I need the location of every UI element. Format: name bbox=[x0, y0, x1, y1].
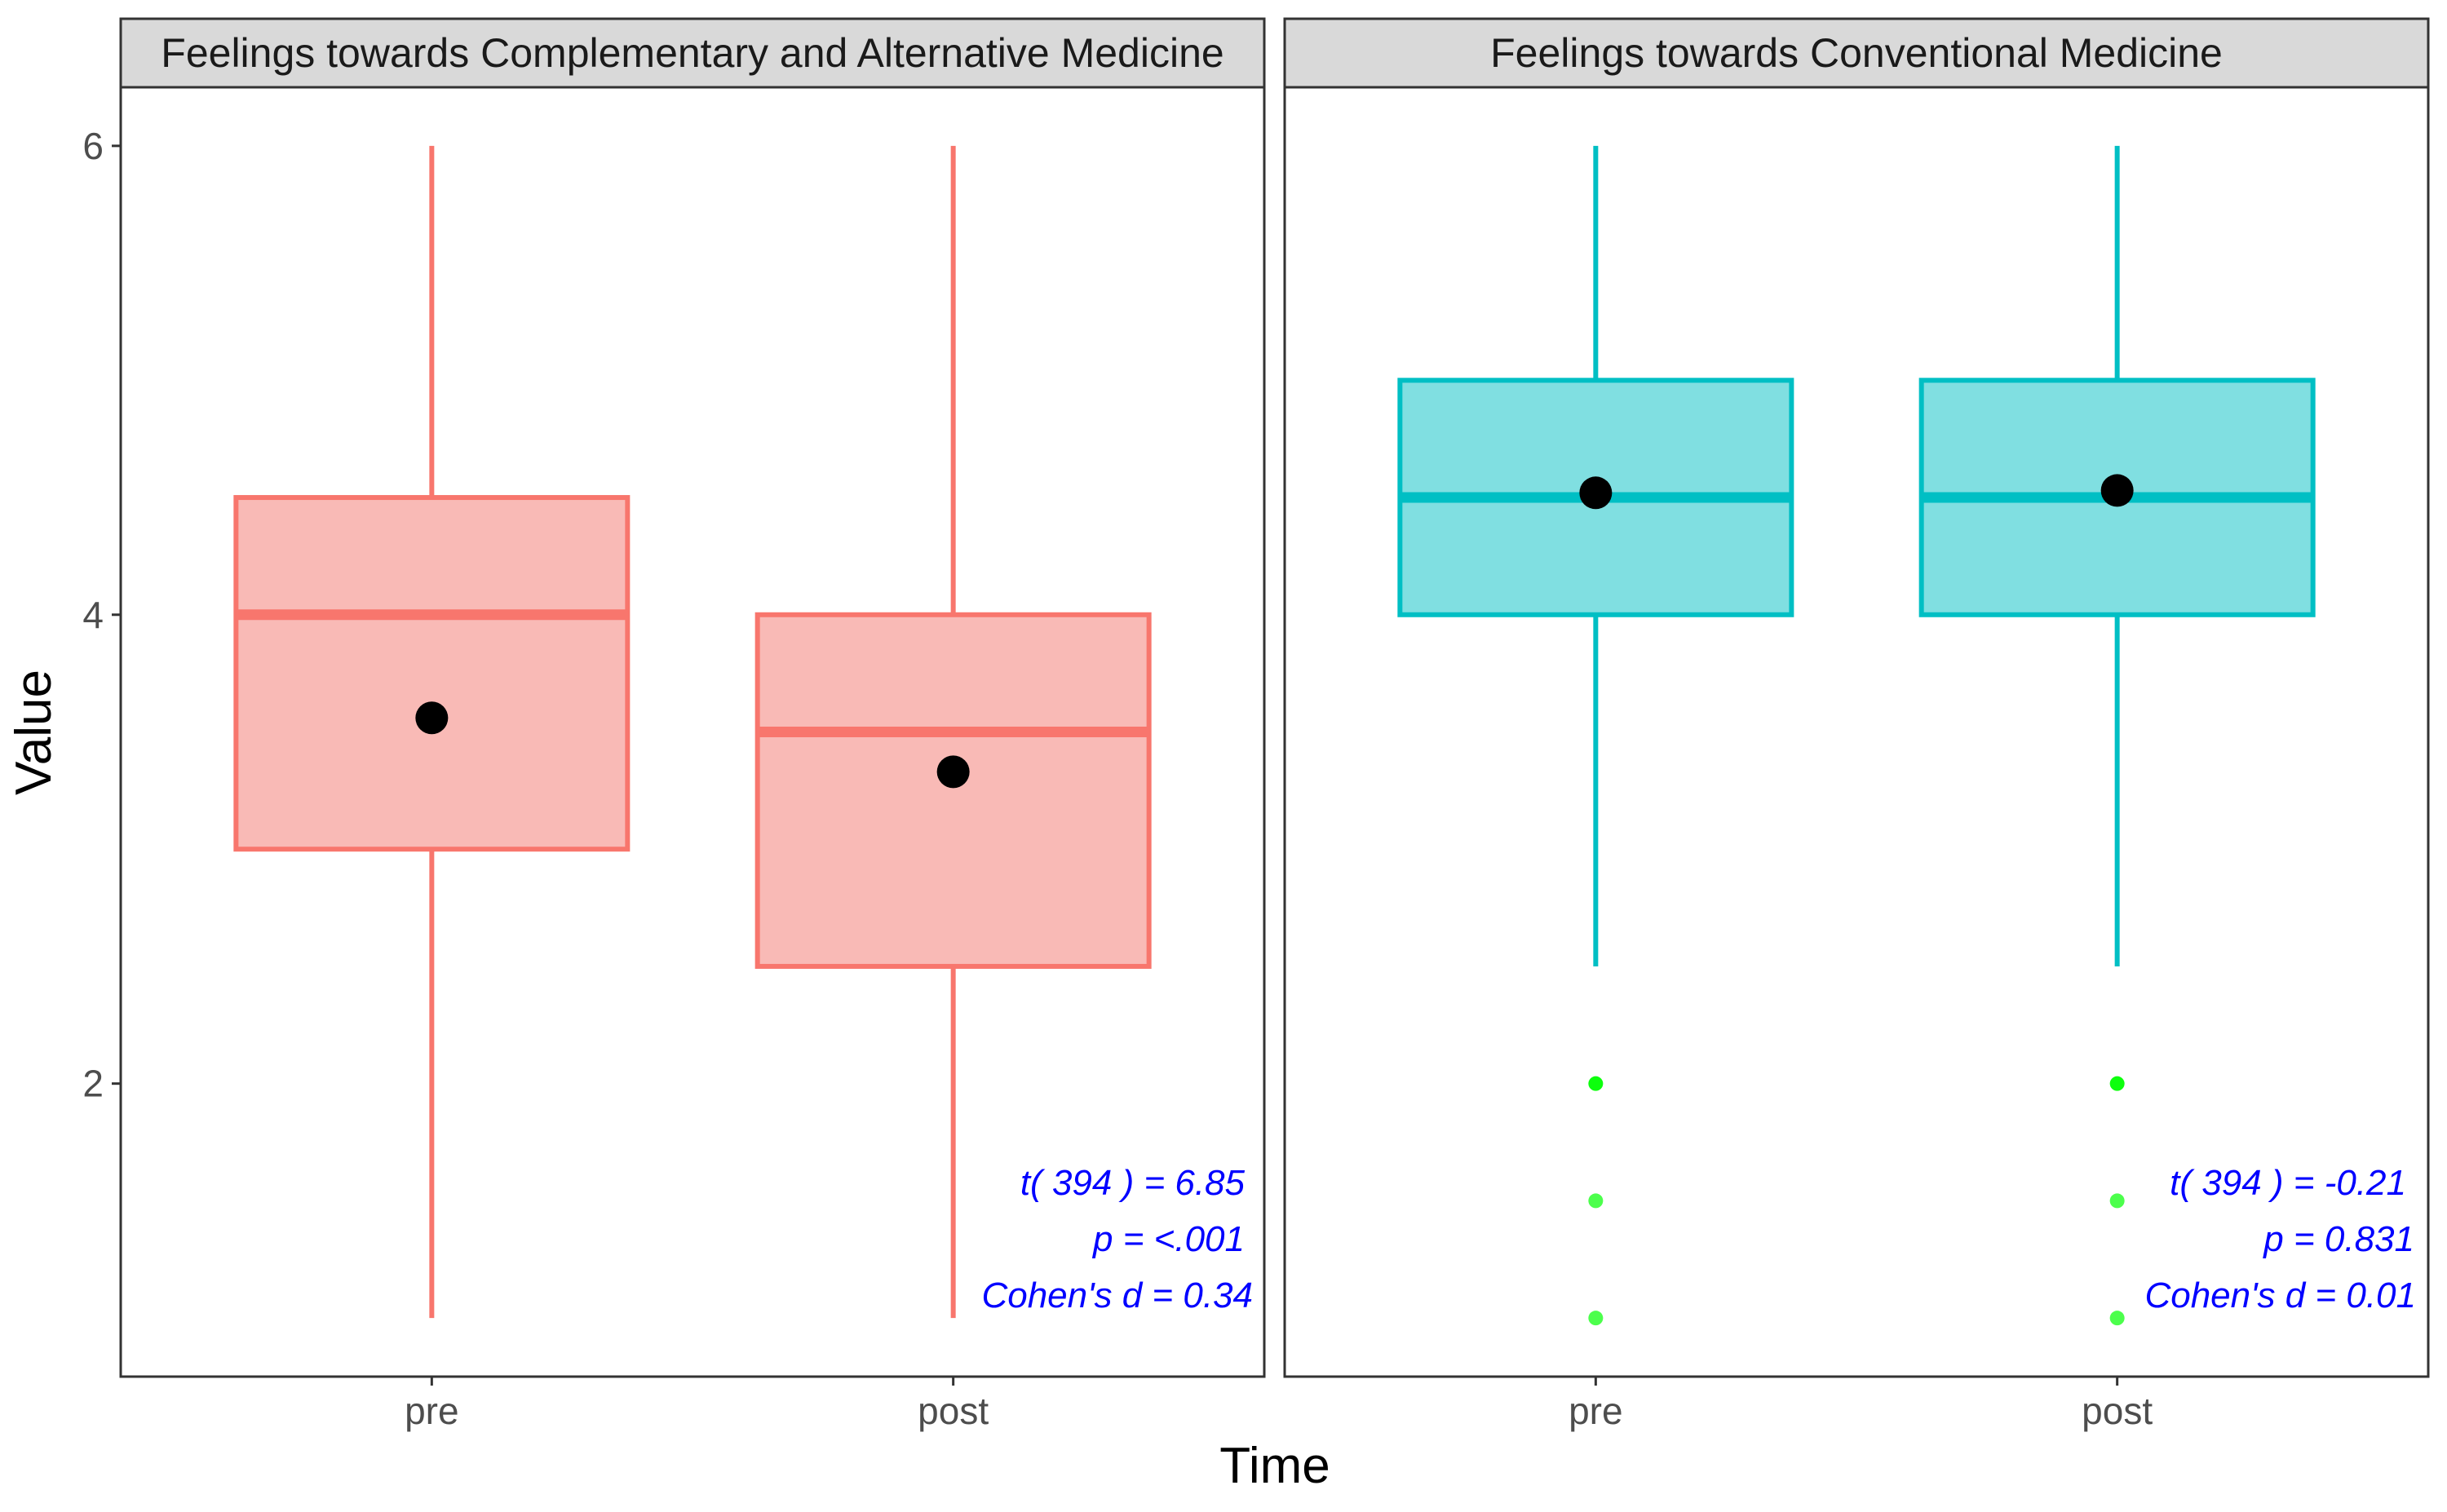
y-axis-title: Value bbox=[6, 670, 62, 795]
y-tick-label: 2 bbox=[82, 1063, 104, 1105]
panel-conv: Feelings towards Conventional Medicine t… bbox=[1283, 17, 2430, 1378]
panel-cam: Feelings towards Complementary and Alter… bbox=[119, 17, 1266, 1378]
outlier-point-pre bbox=[1588, 1193, 1604, 1209]
x-tick-label: pre bbox=[405, 1390, 458, 1432]
strip-background-cam bbox=[119, 17, 1266, 89]
x-axis-title: Time bbox=[1219, 1438, 1330, 1494]
stat-d-cam: Cohen's d = 0.34 bbox=[981, 1275, 1253, 1315]
stat-t-conv: t( 394 ) = -0.21 bbox=[2170, 1163, 2406, 1203]
x-tick-label: post bbox=[2082, 1390, 2153, 1432]
mean-point-post bbox=[2100, 474, 2134, 507]
outlier-point-pre bbox=[1588, 1076, 1604, 1091]
x-tick-label: pre bbox=[1569, 1390, 1622, 1432]
strip-background-conv bbox=[1283, 17, 2430, 89]
plot-border-cam bbox=[119, 86, 1266, 1378]
y-tick-label: 6 bbox=[82, 125, 104, 167]
outlier-point-post bbox=[2109, 1311, 2125, 1326]
outlier-point-pre bbox=[1588, 1311, 1604, 1326]
strip-label-conv: Feelings towards Conventional Medicine bbox=[1490, 30, 2223, 76]
outlier-point-post bbox=[2109, 1193, 2125, 1209]
outlier-point-post bbox=[2109, 1076, 2125, 1091]
stat-p-conv: p = 0.831 bbox=[2262, 1219, 2414, 1259]
x-tick-label: post bbox=[918, 1390, 989, 1432]
mean-point-pre bbox=[415, 701, 449, 735]
plot-marks-cam bbox=[233, 145, 1152, 1319]
x-axis: pre post pre post bbox=[405, 1377, 2153, 1432]
stat-p-cam: p = <.001 bbox=[1091, 1219, 1245, 1259]
mean-point-post bbox=[936, 755, 970, 789]
stat-t-cam: t( 394 ) = 6.85 bbox=[1020, 1163, 1246, 1203]
mean-point-pre bbox=[1579, 476, 1613, 510]
stats-annotation-conv: t( 394 ) = -0.21 p = 0.831 Cohen's d = 0… bbox=[2144, 1163, 2416, 1315]
y-tick-label: 4 bbox=[82, 594, 104, 636]
stats-annotation-cam: t( 394 ) = 6.85 p = <.001 Cohen's d = 0.… bbox=[981, 1163, 1253, 1315]
y-axis: 2 4 6 bbox=[82, 125, 121, 1105]
box-post bbox=[754, 612, 1152, 969]
plot-border-conv bbox=[1283, 86, 2430, 1378]
strip-label-cam: Feelings towards Complementary and Alter… bbox=[161, 30, 1224, 76]
plot-marks-conv bbox=[1397, 145, 2316, 1326]
stat-d-conv: Cohen's d = 0.01 bbox=[2144, 1275, 2416, 1315]
box-pre bbox=[233, 495, 631, 852]
